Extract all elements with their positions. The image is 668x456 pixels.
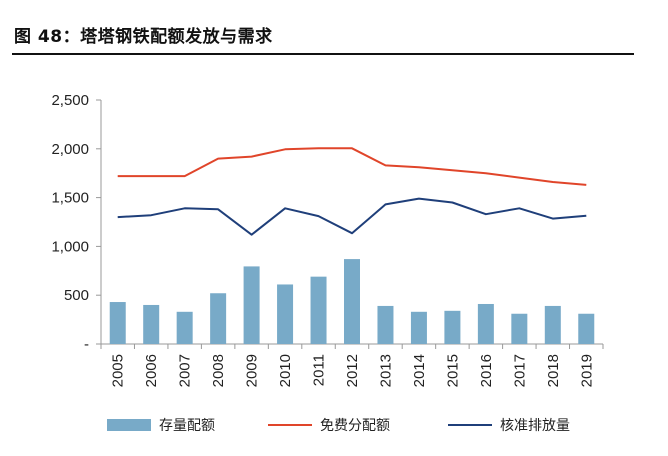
title-divider [12, 53, 634, 55]
bar-2011 [310, 276, 327, 344]
x-tick-label: 2017 [511, 354, 528, 387]
bar-2005 [109, 302, 126, 344]
x-tick-label: 2005 [110, 354, 127, 387]
y-tick-label: 1,000 [51, 238, 89, 255]
legend-item-verified-emissions: 核准排放量 [448, 413, 570, 437]
y-tick-label: - [84, 336, 89, 353]
y-tick-label: 500 [64, 287, 89, 304]
legend-item-bar: 存量配额 [107, 413, 215, 437]
x-tick-label: 2012 [344, 354, 361, 387]
bar-2018 [544, 305, 561, 344]
bar-2013 [377, 305, 394, 344]
y-tick-label: 2,000 [51, 141, 89, 158]
x-tick-label: 2007 [177, 354, 194, 387]
bar-2010 [277, 284, 294, 344]
legend-label-stock-quota: 存量配额 [159, 418, 215, 434]
legend-swatch-verified-emissions [448, 424, 492, 426]
x-tick-label: 2016 [478, 354, 495, 387]
bar-2009 [243, 266, 260, 344]
x-tick-label: 2010 [277, 354, 294, 387]
line-free-allocation [117, 147, 587, 186]
legend-label-verified-emissions: 核准排放量 [500, 418, 570, 434]
x-tick-label: 2006 [143, 354, 160, 387]
x-tick-label: 2015 [444, 354, 461, 387]
y-tick-label: 2,500 [51, 92, 89, 109]
x-tick-label: 2008 [210, 354, 227, 387]
bar-2019 [578, 313, 595, 344]
bar-2007 [176, 311, 193, 344]
legend-item-free-allocation: 免费分配额 [268, 413, 390, 437]
bar-2015 [444, 310, 461, 344]
x-tick-label: 2009 [244, 354, 261, 387]
line-verified-emissions [117, 197, 587, 236]
bar-2012 [344, 259, 360, 344]
bar-2008 [210, 293, 227, 344]
x-tick-label: 2014 [411, 354, 428, 387]
chart-canvas: - 500 1,000 1,500 2,000 2,500 2005 2006 2007 2008… [51, 92, 604, 387]
x-tick-label: 2013 [377, 354, 394, 387]
figure-title: 图 48：塔塔钢铁配额发放与需求 [14, 27, 273, 47]
legend-label-free-allocation: 免费分配额 [320, 418, 390, 434]
legend-swatch-free-allocation [268, 424, 312, 426]
bar-2006 [143, 304, 160, 344]
chart-legend: 存量配额 免费分配额 核准排放量 [0, 413, 668, 437]
x-tick-label: 2011 [311, 354, 328, 386]
legend-swatch-bar [107, 419, 151, 431]
bar-2017 [511, 313, 528, 344]
bar-2014 [410, 311, 427, 344]
y-tick-label: 1,500 [51, 190, 89, 207]
x-tick-label: 2019 [578, 354, 595, 387]
bar-2016 [477, 303, 494, 344]
x-tick-label: 2018 [545, 354, 562, 387]
